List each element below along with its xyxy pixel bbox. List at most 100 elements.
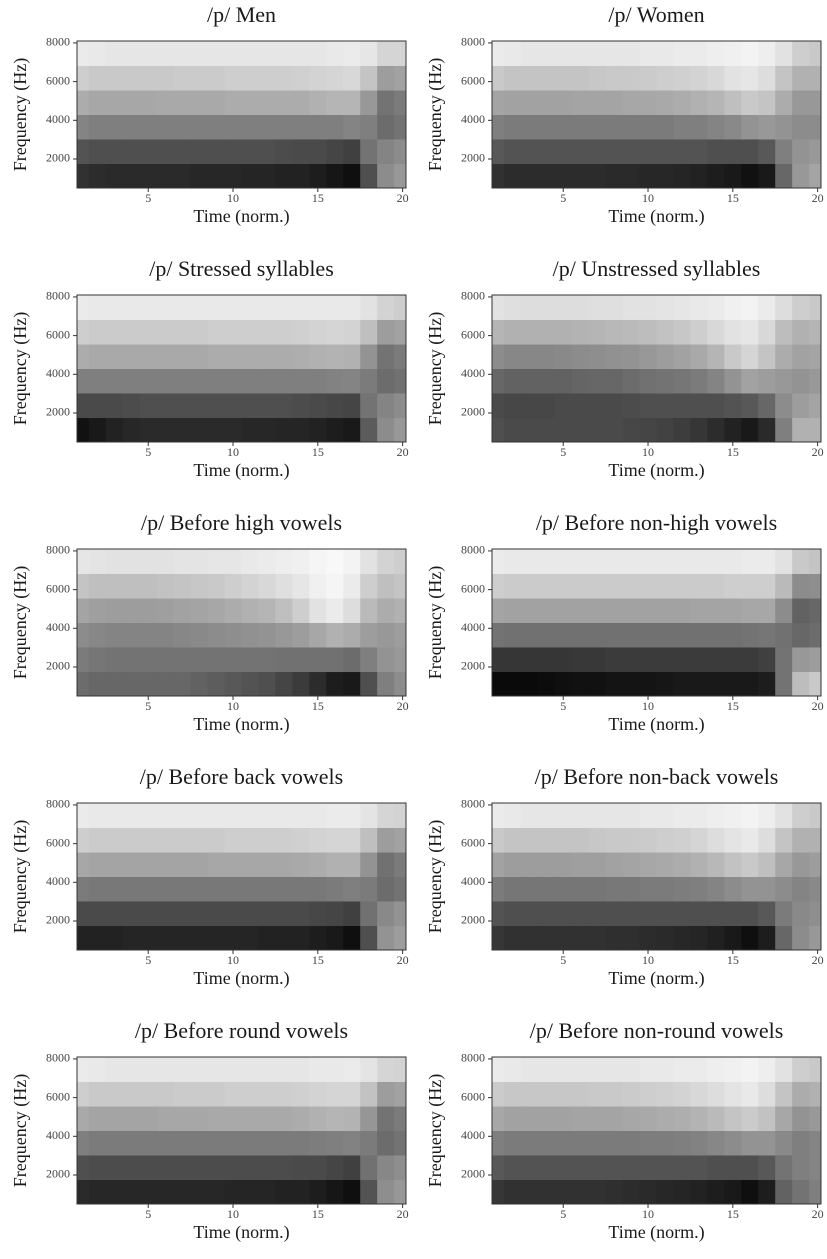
heatmap-cell: [724, 138, 742, 165]
heatmap-cell: [554, 344, 573, 369]
heatmap-cell: [326, 671, 344, 696]
heatmap-cell: [758, 671, 776, 696]
heatmap-cell: [690, 163, 708, 188]
heatmap-cell: [622, 1057, 641, 1082]
heatmap-cell: [673, 392, 691, 419]
heatmap-cell: [537, 295, 556, 320]
heatmap-cell: [190, 671, 209, 696]
heatmap-cell: [309, 392, 327, 419]
heatmap-cell: [792, 1154, 810, 1181]
heatmap-cell: [503, 295, 522, 320]
heatmap-cell: [571, 392, 590, 419]
heatmap-cell: [241, 1081, 259, 1107]
heatmap-cell: [326, 1081, 344, 1107]
heatmap-cell: [605, 1154, 624, 1181]
heatmap-cell: [571, 1081, 590, 1107]
heatmap-cell: [258, 803, 276, 828]
heatmap-cell: [394, 549, 406, 574]
heatmap-cell: [173, 852, 192, 877]
heatmap-cell: [639, 803, 657, 828]
heatmap-cell: [224, 1057, 242, 1082]
heatmap-cell: [207, 1130, 226, 1156]
heatmap-cell: [326, 344, 344, 369]
heatmap-cell: [554, 1081, 573, 1107]
heatmap-cell: [554, 900, 573, 927]
heatmap-cell: [105, 138, 124, 165]
heatmap-cell: [275, 852, 293, 877]
x-tick-label: 15: [312, 191, 324, 205]
heatmap-cell: [554, 598, 573, 623]
heatmap-cell: [326, 925, 344, 950]
heatmap-cell: [343, 368, 361, 394]
heatmap-cell: [122, 163, 141, 188]
heatmap-cell: [792, 803, 810, 828]
heatmap-cell: [190, 114, 209, 140]
x-tick-label: 20: [397, 699, 409, 713]
heatmap-cell: [190, 827, 209, 853]
heatmap-cell: [309, 90, 327, 115]
x-tick-label: 10: [227, 1207, 239, 1221]
heatmap-cell: [605, 90, 624, 115]
heatmap-cell: [309, 1154, 327, 1181]
heatmap-cell: [690, 319, 708, 345]
heatmap-cell: [105, 1179, 124, 1204]
heatmap-cell: [139, 163, 158, 188]
heatmap-cell: [275, 114, 293, 140]
heatmap-cell: [77, 1081, 90, 1107]
heatmap-cell: [275, 392, 293, 419]
heatmap-cell: [724, 1106, 742, 1131]
heatmap-cell: [360, 827, 378, 853]
heatmap-cell: [622, 163, 641, 188]
heatmap-cell: [520, 1154, 539, 1181]
heatmap-cell: [707, 1057, 725, 1082]
heatmap-cell: [639, 925, 657, 950]
y-tick-label: 8000: [46, 543, 70, 557]
heatmap-cell: [292, 1081, 310, 1107]
heatmap-cell: [139, 1130, 158, 1156]
heatmap-cell: [775, 876, 793, 902]
heatmap-cell: [258, 1154, 276, 1181]
plot-frame: [76, 294, 407, 443]
heatmap-cell: [275, 319, 293, 345]
heatmap-cell: [605, 549, 624, 574]
heatmap-cell: [326, 1106, 344, 1131]
heatmap-cell: [88, 803, 107, 828]
heatmap-cell: [639, 1154, 657, 1181]
heatmap-cell: [741, 417, 759, 442]
heatmap-cell: [139, 671, 158, 696]
heatmap-cell: [394, 1154, 406, 1181]
heatmap-cell: [139, 1154, 158, 1181]
chart-title: /p/ Women: [608, 2, 704, 27]
heatmap-cell: [275, 1057, 293, 1082]
heatmap-cell: [275, 646, 293, 673]
heatmap-cell: [554, 671, 573, 696]
heatmap-cell: [122, 65, 141, 91]
heatmap-cell: [88, 417, 107, 442]
x-tick-label: 5: [560, 953, 566, 967]
heatmap-cell: [190, 392, 209, 419]
heatmap-cell: [809, 827, 821, 853]
heatmap-cell: [775, 925, 793, 950]
heatmap-cell: [77, 163, 90, 188]
heatmap-cell: [139, 90, 158, 115]
heatmap-cell: [377, 65, 395, 91]
heatmap-cell: [190, 622, 209, 648]
heatmap-cell: [343, 598, 361, 623]
heatmap-cell: [690, 549, 708, 574]
heatmap-cell: [326, 573, 344, 599]
heatmap-cell: [343, 827, 361, 853]
heatmap-cell: [88, 1179, 107, 1204]
heatmap-cell: [537, 598, 556, 623]
heatmap-cell: [690, 598, 708, 623]
heatmap-cell: [88, 925, 107, 950]
heatmap-cell: [520, 622, 539, 648]
heatmap-cell: [77, 827, 90, 853]
heatmap-cell: [537, 392, 556, 419]
heatmap-cell: [309, 1057, 327, 1082]
y-tick-label: 8000: [46, 289, 70, 303]
heatmap-cell: [741, 1179, 759, 1204]
x-tick-label: 10: [642, 953, 654, 967]
heatmap-cell: [571, 646, 590, 673]
heatmap-cell: [707, 417, 725, 442]
heatmap-cell: [492, 573, 505, 599]
